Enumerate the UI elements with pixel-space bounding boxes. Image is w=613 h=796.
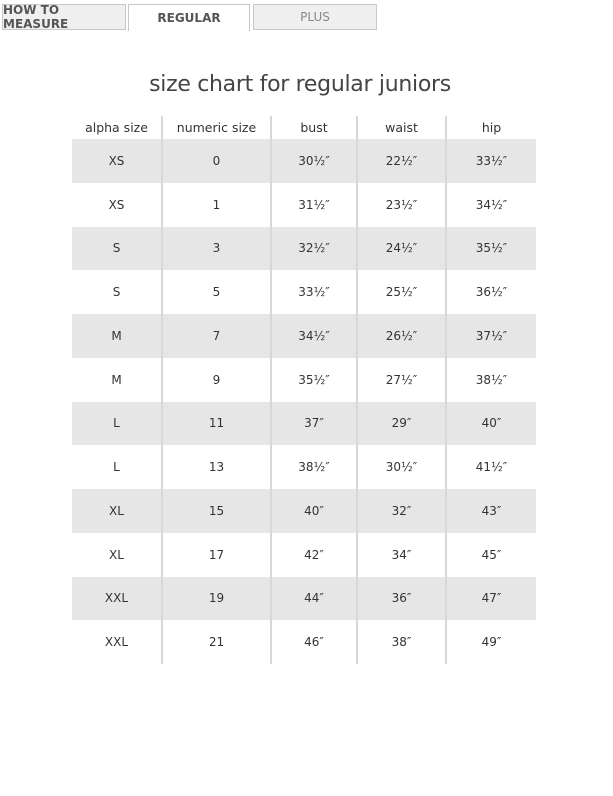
table-cell: XL: [109, 547, 124, 562]
table-cell: 36″: [356, 576, 446, 621]
table-cell: 33½″: [445, 139, 536, 183]
table-cell: 34½″: [270, 314, 357, 358]
table-cell: 34″: [356, 532, 446, 577]
table-cell: XXL: [72, 576, 162, 621]
column-header: alpha size: [85, 120, 148, 135]
table-row: L 13 38½″ 30½″ 41½″: [72, 445, 536, 489]
table-row: XS 0 30½″ 22½″ 33½″: [72, 139, 536, 183]
table-cell: S: [72, 226, 162, 271]
table-cell: 37″: [270, 401, 357, 446]
table-row: XXL 19 44″ 36″ 47″: [72, 576, 536, 621]
table-cell: 30½″: [270, 139, 357, 183]
table-cell: 36½″: [445, 270, 536, 314]
table-cell: XS: [108, 197, 125, 212]
table-cell: 37½″: [445, 314, 536, 358]
table-cell: L: [72, 401, 162, 446]
table-row: XL 15 40″ 32″ 43″: [72, 489, 536, 533]
table-cell: XS: [72, 139, 162, 183]
table-cell: 25½″: [356, 270, 446, 314]
table-cell: 3: [161, 226, 271, 271]
table-row: L 11 37″ 29″ 40″: [72, 401, 536, 446]
table-cell: 33½″: [270, 270, 357, 314]
table-cell: 31½″: [270, 182, 357, 227]
table-cell: XXL: [104, 635, 129, 650]
table-cell: 35½″: [445, 226, 536, 271]
table-cell: 32½″: [270, 226, 357, 271]
table-cell: 47″: [445, 576, 536, 621]
table-cell: 15: [161, 489, 271, 533]
table-cell: 1: [161, 182, 271, 227]
table-cell: XL: [72, 489, 162, 533]
table-cell: 30½″: [356, 445, 446, 489]
table-cell: 49″: [445, 620, 536, 664]
header-row: alpha size numeric size bust waist hip: [72, 116, 536, 139]
table-row: S 5 33½″ 25½″ 36½″: [72, 270, 536, 314]
table-row: S 3 32½″ 24½″ 35½″: [72, 226, 536, 271]
table-cell: 26½″: [356, 314, 446, 358]
table-cell: 13: [161, 445, 271, 489]
table-cell: 40″: [270, 489, 357, 533]
table-cell: 34½″: [445, 182, 536, 227]
table-cell: 38½″: [270, 445, 357, 489]
tab-how-to-measure[interactable]: HOW TO MEASURE: [2, 3, 126, 31]
table-cell: 7: [161, 314, 271, 358]
table-cell: 40″: [445, 401, 536, 446]
table-row: M 7 34½″ 26½″ 37½″: [72, 314, 536, 358]
table-cell: 44″: [270, 576, 357, 621]
table-cell: 24½″: [356, 226, 446, 271]
table-row: XXL 21 46″ 38″ 49″: [72, 620, 536, 664]
table-cell: 38½″: [445, 357, 536, 402]
table-row: XL 17 42″ 34″ 45″: [72, 532, 536, 577]
tab-plus[interactable]: PLUS: [253, 4, 377, 30]
table-cell: M: [111, 372, 122, 387]
column-header: numeric size: [161, 116, 271, 139]
page-title: size chart for regular juniors: [149, 72, 451, 97]
table-cell: L: [113, 460, 120, 475]
table-cell: S: [112, 285, 121, 300]
table-cell: 22½″: [356, 139, 446, 183]
table-cell: 0: [161, 139, 271, 183]
table-cell: 11: [161, 401, 271, 446]
size-chart-table: alpha size numeric size bust waist hip XS 0 30…: [72, 116, 536, 664]
table-cell: 46″: [270, 620, 357, 664]
column-header: waist: [356, 116, 446, 139]
table-cell: 17: [161, 532, 271, 577]
table-cell: 5: [161, 270, 271, 314]
table-cell: M: [72, 314, 162, 358]
table-cell: 21: [161, 620, 271, 664]
table-cell: 41½″: [445, 445, 536, 489]
column-header: bust: [270, 116, 357, 139]
table-cell: 32″: [356, 489, 446, 533]
table-cell: 45″: [445, 532, 536, 577]
table-cell: 23½″: [356, 182, 446, 227]
column-header: hip: [445, 116, 536, 139]
table-cell: 9: [161, 357, 271, 402]
table-row: M 9 35½″ 27½″ 38½″: [72, 357, 536, 402]
table-cell: 43″: [445, 489, 536, 533]
table-cell: 42″: [270, 532, 357, 577]
table-cell: 19: [161, 576, 271, 621]
table-cell: 35½″: [270, 357, 357, 402]
table-cell: 29″: [356, 401, 446, 446]
table-cell: 38″: [356, 620, 446, 664]
tab-regular[interactable]: REGULAR: [128, 4, 250, 31]
table-row: XS 1 31½″ 23½″ 34½″: [72, 182, 536, 227]
table-cell: 27½″: [356, 357, 446, 402]
